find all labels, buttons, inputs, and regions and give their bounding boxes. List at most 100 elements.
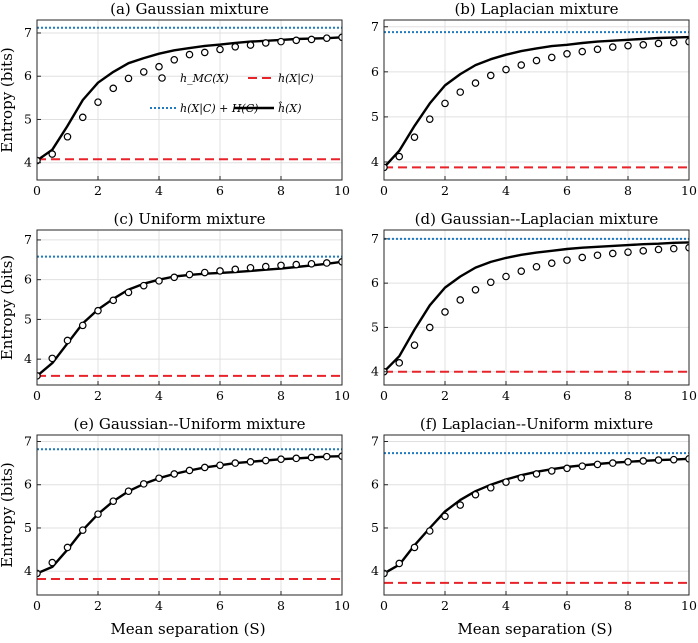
mc-point bbox=[563, 464, 571, 473]
y-tick-label: 6 bbox=[24, 477, 32, 492]
panel-title: (e) Gaussian--Uniform mixture bbox=[74, 415, 306, 433]
mc-point bbox=[441, 99, 449, 108]
mc-point bbox=[170, 273, 179, 282]
mc-point bbox=[456, 501, 465, 509]
x-tick-label: 2 bbox=[441, 598, 449, 613]
x-tick-label: 10 bbox=[334, 388, 350, 403]
x-tick-label: 0 bbox=[380, 388, 388, 403]
mc-point bbox=[502, 478, 510, 486]
y-tick-label: 5 bbox=[371, 520, 379, 535]
mc-point bbox=[231, 43, 240, 51]
mc-point bbox=[456, 88, 465, 96]
mc-point bbox=[395, 359, 404, 367]
mc-point bbox=[63, 132, 72, 141]
mc-point bbox=[200, 268, 209, 277]
x-tick-label: 2 bbox=[441, 388, 449, 403]
mc-point bbox=[624, 248, 632, 256]
mc-point bbox=[486, 71, 495, 80]
y-tick-label: 7 bbox=[371, 19, 379, 34]
mc-point bbox=[441, 308, 449, 316]
mc-point bbox=[292, 260, 301, 269]
x-tick-label: 10 bbox=[681, 598, 697, 613]
mc-point bbox=[532, 56, 541, 65]
legend-label: h(X|C) + H(C) bbox=[180, 102, 258, 116]
mc-point bbox=[231, 265, 240, 274]
mc-point bbox=[200, 463, 209, 472]
mc-point bbox=[277, 455, 285, 464]
plot-area bbox=[384, 20, 689, 180]
mc-point bbox=[48, 558, 57, 567]
mc-point bbox=[78, 321, 87, 330]
series-group bbox=[37, 255, 342, 380]
mc-point bbox=[94, 306, 102, 315]
y-tick-label: 7 bbox=[24, 232, 32, 247]
x-tick-label: 2 bbox=[94, 598, 102, 613]
x-tick-label: 0 bbox=[33, 388, 41, 403]
series-group bbox=[37, 448, 342, 580]
mc-point bbox=[139, 281, 148, 290]
axes-box bbox=[383, 19, 690, 181]
y-tick-label: 7 bbox=[371, 433, 379, 448]
mc-point bbox=[170, 55, 179, 64]
x-tick-label: 8 bbox=[624, 388, 632, 403]
x-tick-label: 8 bbox=[277, 388, 285, 403]
legend-label: h(X|C) bbox=[278, 72, 314, 86]
mc-point bbox=[471, 490, 480, 499]
mc-point bbox=[261, 262, 270, 271]
x-tick-label: 8 bbox=[624, 183, 632, 198]
mc-point bbox=[669, 38, 678, 47]
plot-area bbox=[37, 230, 342, 385]
mc-point bbox=[654, 456, 663, 464]
y-tick-label: 7 bbox=[371, 231, 379, 246]
mc-point bbox=[155, 474, 163, 483]
x-tick-label: 6 bbox=[216, 598, 224, 613]
y-axis-label: Entropy (bits) bbox=[0, 255, 16, 361]
mc-point bbox=[502, 65, 510, 74]
x-tick-label: 8 bbox=[277, 598, 285, 613]
x-tick-label: 4 bbox=[155, 388, 163, 403]
plot-area bbox=[37, 20, 342, 180]
x-tick-label: 0 bbox=[33, 183, 41, 198]
mc-point bbox=[109, 497, 118, 505]
x-axis-label-right: Mean separation (S) bbox=[457, 620, 612, 638]
mc-point bbox=[654, 245, 663, 254]
y-tick-label: 4 bbox=[371, 154, 379, 169]
mc-point bbox=[170, 470, 179, 478]
y-tick-label: 6 bbox=[24, 272, 32, 287]
mc-point bbox=[563, 50, 571, 58]
y-tick-label: 6 bbox=[24, 68, 32, 83]
mc-point bbox=[37, 372, 41, 380]
mc-point bbox=[578, 462, 587, 470]
mc-point bbox=[94, 510, 102, 518]
mc-point bbox=[94, 98, 102, 106]
mc-point bbox=[63, 336, 72, 345]
legend-swatch-mc bbox=[158, 74, 166, 82]
mc-point bbox=[63, 543, 72, 552]
y-tick-label: 4 bbox=[371, 563, 379, 578]
y-tick-label: 4 bbox=[371, 364, 379, 379]
mc-point bbox=[608, 459, 617, 467]
panel-title: (c) Uniform mixture bbox=[114, 210, 266, 228]
mc-point bbox=[639, 457, 648, 465]
x-tick-label: 4 bbox=[502, 598, 510, 613]
x-tick-label: 10 bbox=[334, 183, 350, 198]
mc-point bbox=[532, 262, 541, 271]
legend: h_MC(X) h(X|C) h(X|C) + H(C) ĥ(X) bbox=[150, 72, 314, 116]
mc-point bbox=[109, 84, 118, 93]
y-tick-label: 5 bbox=[24, 111, 32, 126]
mc-point bbox=[425, 323, 434, 332]
mc-point bbox=[292, 454, 301, 463]
x-tick-label: 10 bbox=[681, 183, 697, 198]
legend-label: h_MC(X) bbox=[180, 72, 229, 85]
y-tick-label: 4 bbox=[24, 155, 32, 170]
mc-point bbox=[639, 40, 648, 49]
mc-point bbox=[563, 256, 571, 264]
mc-point bbox=[471, 79, 480, 87]
mc-point bbox=[292, 36, 301, 45]
mc-point bbox=[216, 45, 224, 54]
mc-point bbox=[593, 251, 602, 260]
y-tick-label: 4 bbox=[24, 563, 32, 578]
x-tick-label: 0 bbox=[380, 183, 388, 198]
axes-box bbox=[383, 229, 690, 386]
